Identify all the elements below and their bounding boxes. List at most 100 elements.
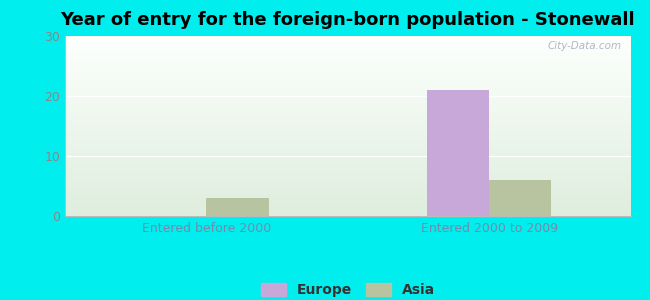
- Bar: [65, 66, 630, 67]
- Bar: [65, 39, 630, 40]
- Bar: [65, 41, 630, 42]
- Bar: [65, 116, 630, 117]
- Bar: [65, 195, 630, 196]
- Bar: [65, 71, 630, 72]
- Bar: [65, 208, 630, 209]
- Bar: [65, 165, 630, 166]
- Bar: [65, 114, 630, 115]
- Bar: [65, 166, 630, 167]
- Bar: [65, 134, 630, 135]
- Bar: [65, 161, 630, 162]
- Bar: [65, 156, 630, 157]
- Bar: [65, 139, 630, 140]
- Bar: [65, 124, 630, 125]
- Bar: [65, 54, 630, 55]
- Bar: [65, 200, 630, 201]
- Bar: [65, 177, 630, 178]
- Bar: [65, 150, 630, 151]
- Bar: [65, 167, 630, 168]
- Bar: [65, 192, 630, 193]
- Bar: [65, 117, 630, 118]
- Bar: [65, 56, 630, 57]
- Bar: [65, 100, 630, 101]
- Bar: [65, 76, 630, 77]
- Bar: [65, 178, 630, 179]
- Bar: [65, 205, 630, 206]
- Bar: [65, 141, 630, 142]
- Bar: [65, 203, 630, 204]
- Bar: [65, 60, 630, 61]
- Bar: [65, 83, 630, 84]
- Bar: [65, 180, 630, 181]
- Bar: [65, 157, 630, 158]
- Bar: [65, 69, 630, 70]
- Bar: [65, 65, 630, 66]
- Bar: [65, 80, 630, 81]
- Bar: [65, 67, 630, 68]
- Bar: [65, 155, 630, 156]
- Bar: [65, 209, 630, 210]
- Bar: [65, 90, 630, 91]
- Bar: [65, 160, 630, 161]
- Bar: [65, 186, 630, 187]
- Bar: [65, 38, 630, 39]
- Bar: [65, 138, 630, 139]
- Bar: [65, 212, 630, 213]
- Bar: [65, 92, 630, 93]
- Bar: [65, 131, 630, 132]
- Bar: [65, 191, 630, 192]
- Bar: [65, 172, 630, 173]
- Bar: [65, 44, 630, 45]
- Bar: [65, 182, 630, 183]
- Bar: [65, 98, 630, 99]
- Bar: [65, 75, 630, 76]
- Bar: [65, 104, 630, 105]
- Bar: [65, 146, 630, 147]
- Bar: [65, 61, 630, 62]
- Bar: [65, 62, 630, 63]
- Bar: [65, 148, 630, 149]
- Bar: [65, 78, 630, 79]
- Bar: [65, 101, 630, 102]
- Bar: [65, 187, 630, 188]
- Bar: [65, 153, 630, 154]
- Bar: [65, 59, 630, 60]
- Bar: [65, 210, 630, 211]
- Bar: [65, 48, 630, 49]
- Bar: [65, 173, 630, 174]
- Bar: [65, 190, 630, 191]
- Bar: [65, 162, 630, 163]
- Bar: [65, 179, 630, 180]
- Bar: [65, 108, 630, 109]
- Bar: [65, 198, 630, 199]
- Bar: [65, 36, 630, 37]
- Bar: [65, 135, 630, 136]
- Bar: [65, 102, 630, 103]
- Title: Year of entry for the foreign-born population - Stonewall: Year of entry for the foreign-born popul…: [60, 11, 635, 29]
- Bar: [65, 127, 630, 128]
- Bar: [65, 99, 630, 100]
- Bar: [207, 198, 268, 216]
- Bar: [65, 207, 630, 208]
- Bar: [65, 126, 630, 127]
- Bar: [65, 176, 630, 177]
- Bar: [65, 213, 630, 214]
- Bar: [65, 51, 630, 52]
- Bar: [65, 49, 630, 50]
- Bar: [65, 81, 630, 82]
- Bar: [65, 188, 630, 189]
- Bar: [65, 202, 630, 203]
- Bar: [65, 189, 630, 190]
- Bar: [65, 125, 630, 126]
- Bar: [65, 40, 630, 41]
- Bar: [65, 171, 630, 172]
- Bar: [65, 120, 630, 121]
- Bar: [65, 87, 630, 88]
- Bar: [65, 145, 630, 146]
- Bar: [65, 211, 630, 212]
- Bar: [65, 174, 630, 175]
- Bar: [65, 202, 630, 203]
- Bar: [65, 89, 630, 90]
- Bar: [65, 140, 630, 141]
- Bar: [65, 43, 630, 44]
